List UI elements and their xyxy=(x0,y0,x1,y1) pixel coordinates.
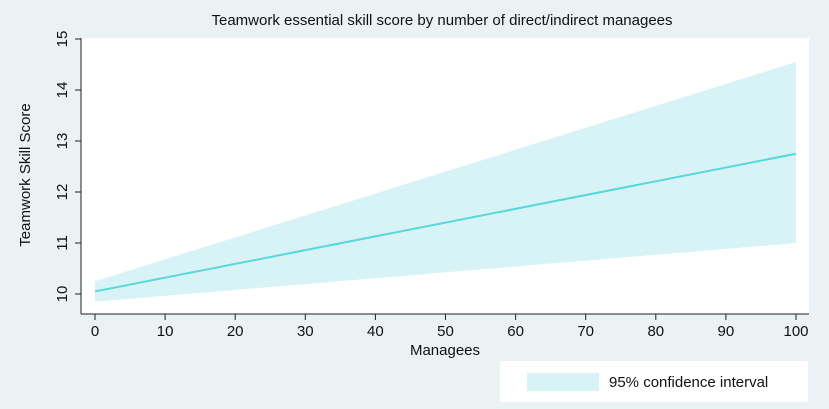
y-tick-label: 14 xyxy=(54,82,71,99)
x-tick-label: 50 xyxy=(437,323,454,340)
y-tick-label: 11 xyxy=(54,235,71,251)
x-tick-label: 30 xyxy=(297,323,314,340)
x-axis-label: Managees xyxy=(410,342,480,359)
confidence-band xyxy=(95,61,796,302)
y-tick-label: 12 xyxy=(54,184,71,201)
x-tick-label: 100 xyxy=(783,323,808,340)
x-tick-label: 70 xyxy=(577,323,594,340)
x-tick-label: 40 xyxy=(367,323,384,340)
legend-swatch xyxy=(527,373,599,391)
x-tick-label: 0 xyxy=(91,323,99,340)
x-tick-label: 20 xyxy=(227,323,244,340)
y-axis-label: Teamwork Skill Score xyxy=(17,103,34,246)
x-tick-label: 80 xyxy=(647,323,664,340)
y-tick-label: 15 xyxy=(54,31,71,48)
legend: 95% confidence interval xyxy=(500,361,808,402)
y-tick-label: 13 xyxy=(54,133,71,150)
chart-title: Teamwork essential skill score by number… xyxy=(211,12,672,29)
legend-label: 95% confidence interval xyxy=(609,374,768,391)
fit-line xyxy=(94,152,797,293)
x-tick-label: 60 xyxy=(507,323,524,340)
x-tick-label: 90 xyxy=(718,323,735,340)
x-tick-label: 10 xyxy=(157,323,174,340)
y-tick-label: 10 xyxy=(54,286,71,303)
